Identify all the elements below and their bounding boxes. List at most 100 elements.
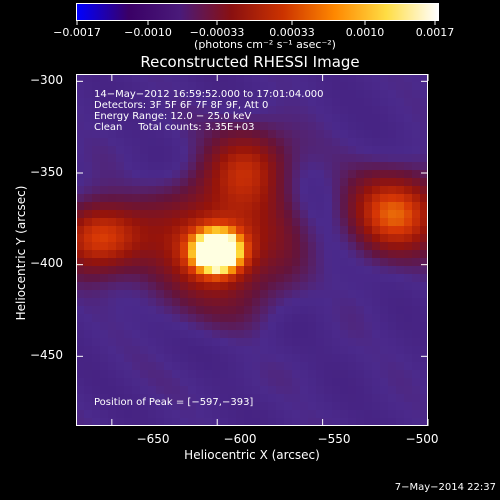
image-pixel [340,218,349,227]
peak-position: Position of Peak = [−597,−393] [94,397,254,408]
image-pixel [236,82,245,91]
image-pixel [84,282,93,291]
image-pixel [412,130,421,139]
image-pixel [228,330,237,339]
image-pixel [292,402,301,411]
image-pixel [140,90,149,99]
image-pixel [420,178,428,187]
image-pixel [228,178,237,187]
image-pixel [108,186,117,195]
image-pixel [380,146,389,155]
image-pixel [244,322,253,331]
image-pixel [180,194,189,203]
image-pixel [364,90,373,99]
image-pixel [172,298,181,307]
image-pixel [324,266,333,275]
image-pixel [316,386,325,395]
image-pixel [148,162,157,171]
image-pixel [292,242,301,251]
image-pixel [300,306,309,315]
image-pixel [196,282,205,291]
image-pixel [340,346,349,355]
image-pixel [236,234,245,243]
image-pixel [100,282,109,291]
image-pixel [100,114,109,123]
image-pixel [260,202,269,211]
image-pixel [364,410,373,419]
image-pixel [284,410,293,419]
image-pixel [324,106,333,115]
image-pixel [420,258,428,267]
image-pixel [324,90,333,99]
image-pixel [372,98,381,107]
image-pixel [204,314,213,323]
image-pixel [156,162,165,171]
image-pixel [340,186,349,195]
image-pixel [212,186,221,195]
image-pixel [100,90,109,99]
image-pixel [268,250,277,259]
image-pixel [292,98,301,107]
image-pixel [188,378,197,387]
image-pixel [236,130,245,139]
image-pixel [300,346,309,355]
image-pixel [132,162,141,171]
image-pixel [284,130,293,139]
image-pixel [372,250,381,259]
image-pixel [76,402,85,411]
image-pixel [356,218,365,227]
image-pixel [340,130,349,139]
image-pixel [228,114,237,123]
image-pixel [300,218,309,227]
image-pixel [284,306,293,315]
image-pixel [156,106,165,115]
image-pixel [108,282,117,291]
image-pixel [412,194,421,203]
image-pixel [148,98,157,107]
image-pixel [356,234,365,243]
image-pixel [148,354,157,363]
image-pixel [324,242,333,251]
image-pixel [396,114,405,123]
image-pixel [372,242,381,251]
image-pixel [212,106,221,115]
image-pixel [260,298,269,307]
image-pixel [412,274,421,283]
image-pixel [124,178,133,187]
image-pixel [172,378,181,387]
image-pixel [236,122,245,131]
image-pixel [388,402,397,411]
image-pixel [412,266,421,275]
y-tick-label: −350 [30,165,63,179]
image-pixel [180,178,189,187]
image-pixel [92,282,101,291]
image-pixel [76,98,85,107]
image-pixel [316,130,325,139]
image-pixel [236,378,245,387]
image-pixel [124,114,133,123]
image-pixel [172,402,181,411]
image-pixel [108,162,117,171]
image-pixel [156,274,165,283]
image-pixel [308,162,317,171]
image-pixel [132,90,141,99]
image-pixel [348,370,357,379]
image-pixel [364,346,373,355]
image-pixel [308,346,317,355]
image-pixel [108,306,117,315]
image-pixel [292,338,301,347]
image-pixel [348,330,357,339]
image-pixel [356,242,365,251]
image-pixel [156,74,165,83]
image-pixel [124,82,133,91]
image-pixel [252,194,261,203]
image-pixel [180,322,189,331]
image-pixel [164,306,173,315]
image-pixel [164,162,173,171]
image-pixel [260,378,269,387]
image-pixel [244,362,253,371]
image-pixel [244,218,253,227]
image-pixel [372,306,381,315]
image-pixel [268,194,277,203]
image-pixel [316,226,325,235]
